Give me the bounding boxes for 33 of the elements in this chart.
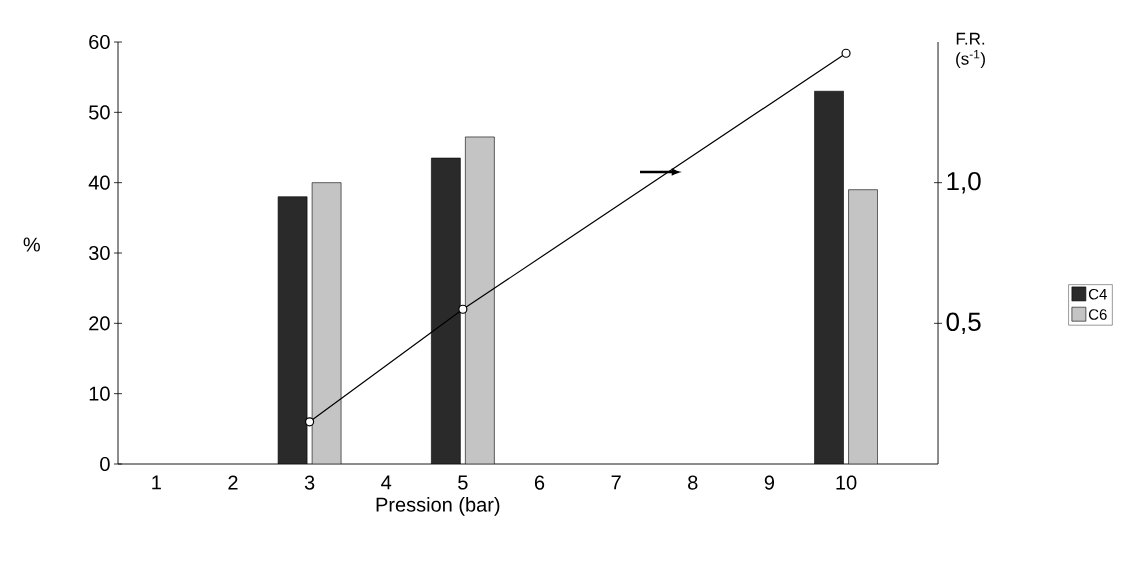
legend-label: C4 xyxy=(1088,288,1107,300)
point xyxy=(841,48,851,58)
bar xyxy=(465,136,495,464)
x-tick-label: 5 xyxy=(458,475,468,490)
x-tick-label: 1 xyxy=(152,475,161,490)
y2-tick-label: 1,0 xyxy=(947,171,981,194)
x-axis-title: Pression (bar) xyxy=(376,497,500,516)
x-tick-label: 3 xyxy=(304,475,315,490)
y-tick-label: 50 xyxy=(89,105,110,120)
y-tick-label: 10 xyxy=(89,386,110,401)
point xyxy=(458,304,468,314)
legend-label: C6 xyxy=(1088,309,1107,320)
y2-tick-label: 0,5 xyxy=(946,312,981,335)
y-tick-label: 0 xyxy=(100,456,110,472)
bar xyxy=(277,196,308,464)
x-tick-label: 4 xyxy=(381,475,392,490)
x-tick-label: 2 xyxy=(228,475,238,490)
x-tick-label: 8 xyxy=(688,475,698,490)
x-tick-label: 9 xyxy=(764,475,775,490)
y-axis-title: % xyxy=(23,237,40,252)
bar xyxy=(431,157,461,464)
y-tick-label: 20 xyxy=(89,316,110,331)
y2-axis-title: F.R. (s$^{-1}$) xyxy=(956,32,985,69)
x-tick-label: 10 xyxy=(836,475,857,490)
x-tick-label: 7 xyxy=(611,475,621,490)
y-tick-label: 40 xyxy=(88,175,110,190)
y-tick-label: 60 xyxy=(89,34,110,50)
bar xyxy=(814,90,844,464)
x-tick-label: 6 xyxy=(534,475,545,490)
point xyxy=(304,417,315,427)
bar xyxy=(311,182,342,464)
y-tick-label: 30 xyxy=(89,245,110,261)
bar xyxy=(848,189,878,464)
